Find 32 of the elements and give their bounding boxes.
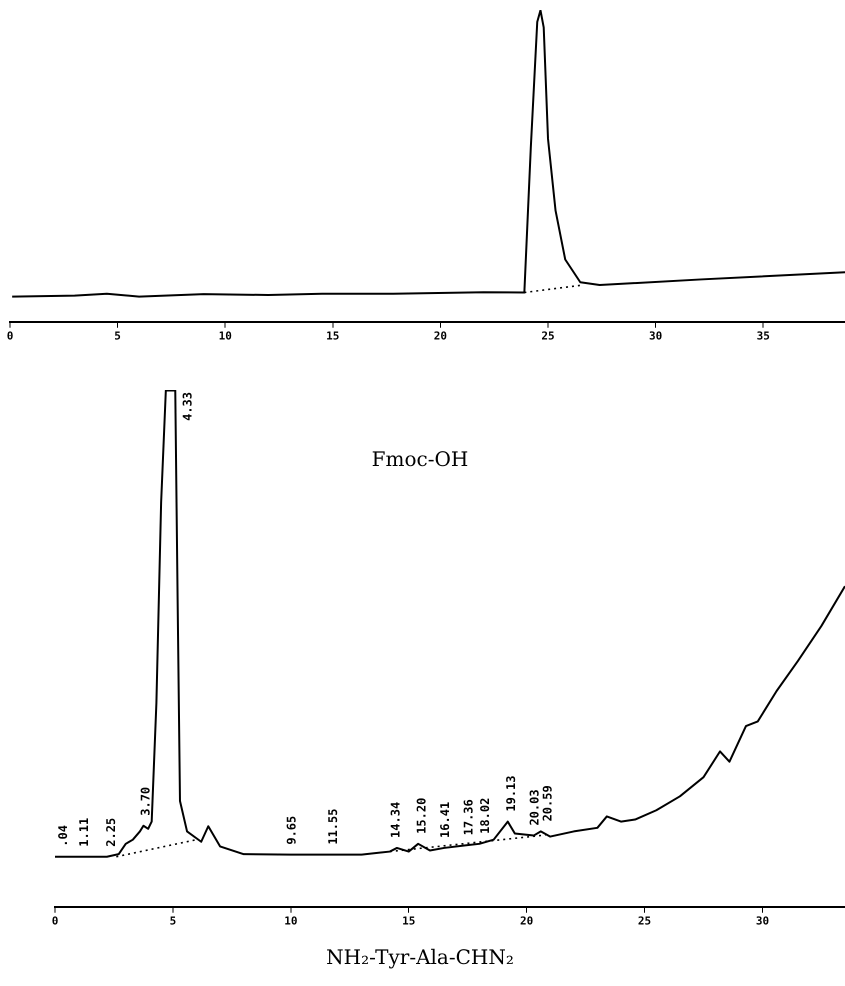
x-tick-label: 20 [520, 914, 534, 928]
annotation: .04 [56, 825, 70, 847]
annotation: 1.11 [77, 818, 92, 847]
x-tick-label: 0 [52, 914, 58, 928]
x-tick-label: 30 [648, 329, 662, 342]
x-tick-label: 15 [326, 329, 340, 342]
annotation: 4.33 [180, 392, 194, 421]
annotation: 20.59 [540, 785, 554, 822]
x-tick-label: 25 [638, 914, 652, 928]
x-tick-label: 25 [541, 329, 555, 342]
annotation: 9.65 [284, 816, 299, 845]
x-tick-label: 10 [284, 914, 298, 928]
x-tick-label: 30 [756, 914, 770, 928]
annotation: 15.20 [414, 798, 428, 834]
x-tick-label: 10 [218, 329, 232, 342]
annotation: 16.41 [438, 802, 452, 838]
annotation: 18.02 [478, 798, 492, 834]
x-tick-label: 5 [170, 914, 176, 928]
x-tick-label: 35 [756, 329, 770, 342]
annotation: 20.03 [527, 789, 542, 826]
x-axis-title: Fmoc-OH [372, 447, 468, 471]
annotation: 3.70 [138, 786, 152, 816]
annotation: 17.36 [461, 799, 476, 836]
x-tick-label: 0 [6, 329, 14, 342]
annotation: 11.55 [326, 808, 340, 845]
annotation: 14.34 [388, 802, 402, 838]
x-axis-title: NH₂-Tyr-Ala-CHN₂ [326, 945, 514, 969]
annotation: 19.13 [504, 775, 518, 812]
x-tick-label: 15 [402, 914, 416, 928]
x-tick-label: 20 [434, 329, 448, 342]
x-tick-label: 5 [114, 329, 121, 342]
annotation: 2.25 [104, 818, 118, 847]
